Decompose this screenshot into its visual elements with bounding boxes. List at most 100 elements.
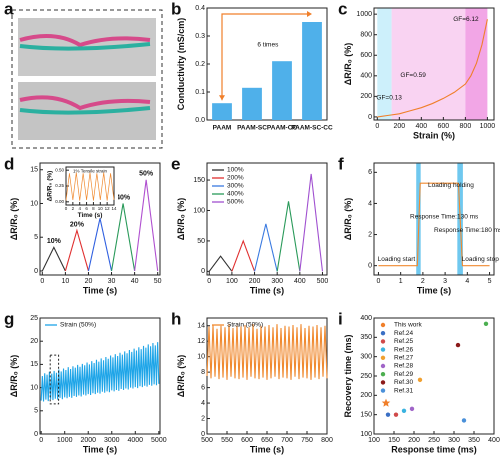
annotation: Response Time:130 ms: [410, 213, 479, 220]
panel-letter: d: [4, 154, 14, 173]
line: [378, 182, 490, 267]
y-tick-label: 150: [193, 177, 205, 184]
y-axis-label: ΔR/R₀ (%): [47, 171, 54, 202]
x-tick-label: PAAM-SC-CC: [291, 125, 333, 132]
x-tick-label: 150: [388, 437, 400, 444]
x-tick-label: 1: [399, 278, 403, 285]
x-tick-label: 700: [281, 437, 293, 444]
photo-frame: [11, 9, 163, 149]
x-tick-label: 600: [438, 123, 450, 130]
bar: [272, 61, 292, 120]
y-tick-label: 15: [30, 167, 38, 174]
y-tick-label: 100: [193, 207, 205, 214]
y-tick-label: 1000: [356, 11, 372, 18]
panel-letter: e: [171, 154, 180, 173]
y-tick-label: 350: [360, 334, 372, 341]
line: [40, 342, 160, 402]
legend-marker: [380, 331, 386, 336]
y-tick-label: 0: [368, 263, 372, 270]
y-tick-label: 2: [368, 231, 372, 238]
x-tick-label: 30: [108, 278, 116, 285]
x-tick-label: 2: [421, 278, 425, 285]
y-tick-label: 6: [368, 169, 372, 176]
line: [134, 179, 159, 272]
x-tick-label: 250: [428, 437, 440, 444]
legend-label: Ref.27: [394, 355, 414, 362]
y-tick-label: 8: [201, 369, 205, 376]
y-tick-label: 0.0: [195, 117, 205, 124]
annotation: GF=6.12: [453, 16, 479, 23]
legend-label: Ref.28: [394, 363, 414, 370]
legend-label: 500%: [227, 199, 244, 206]
legend-marker: [380, 322, 386, 328]
panel-letter: b: [171, 0, 181, 18]
y-tick-label: 150: [360, 412, 372, 419]
region: [377, 8, 392, 120]
x-axis-label: Time (s): [250, 444, 284, 454]
strand: [19, 95, 151, 111]
y-tick-label: 14: [197, 323, 205, 330]
legend-label: Strain (50%): [60, 322, 96, 329]
plot-frame: [373, 162, 495, 276]
legend-marker: [380, 388, 386, 393]
arrow-head: [219, 11, 312, 101]
panel-letter: a: [4, 0, 14, 18]
point: [385, 412, 391, 417]
inset-title: 1% Tensile strain: [73, 169, 107, 174]
panel-letter: c: [338, 0, 347, 18]
point: [393, 412, 399, 417]
x-tick-label: 100: [226, 278, 238, 285]
y-tick-label: 4: [201, 400, 205, 407]
y-tick-label: 15: [30, 361, 38, 368]
x-tick-label: 500: [201, 437, 213, 444]
region: [391, 8, 466, 120]
peak-label: 10%: [47, 238, 62, 245]
y-tick-label: 0: [34, 431, 38, 438]
legend-label: Ref.25: [394, 338, 414, 345]
y-tick-label: 300: [360, 354, 372, 361]
annotation: Loading start: [378, 256, 416, 263]
legend-label: Ref.30: [394, 379, 414, 386]
plot-frame: [39, 317, 161, 435]
plot-frame: [39, 162, 161, 276]
x-axis-label: Time (s): [78, 212, 103, 219]
x-tick-label: 0: [375, 123, 379, 130]
y-tick-label: 200: [360, 392, 372, 399]
y-axis-label: ΔR/R₀ (%): [176, 355, 186, 398]
point: [483, 321, 489, 326]
x-tick-label: 400: [488, 437, 500, 444]
y-tick-label: 0.00: [55, 199, 64, 204]
strand: [19, 42, 151, 51]
legend-label: 400%: [227, 191, 244, 198]
strand: [19, 106, 151, 115]
x-tick-label: 4: [78, 206, 81, 211]
highlight-box: [49, 354, 60, 405]
x-tick-label: 0: [39, 437, 43, 444]
y-tick-label: 0.3: [195, 33, 205, 40]
x-tick-label: 600: [241, 437, 253, 444]
x-tick-label: 400: [294, 278, 306, 285]
line: [208, 255, 233, 272]
x-tick-label: 100: [368, 437, 380, 444]
x-tick-label: PAAM-SC: [237, 125, 267, 132]
y-tick-label: 600: [360, 52, 372, 59]
x-tick-label: 6: [85, 206, 88, 211]
point: [455, 342, 461, 348]
x-tick-label: 550: [221, 437, 233, 444]
legend-marker: [380, 372, 386, 377]
y-axis-label: ΔR/R₀ (%): [9, 198, 19, 241]
y-tick-label: 20: [30, 338, 38, 345]
x-tick-label: 2000: [80, 437, 96, 444]
line: [206, 324, 328, 380]
y-tick-label: 5: [34, 234, 38, 241]
y-tick-label: 400: [360, 315, 372, 322]
x-tick-label: 5000: [151, 437, 167, 444]
x-tick-label: 0: [376, 278, 380, 285]
y-tick-label: 0.2: [195, 61, 205, 68]
legend-marker: [380, 347, 386, 352]
strand: [19, 34, 151, 48]
peak-label: 40%: [116, 194, 131, 201]
y-tick-label: 0.1: [195, 89, 205, 96]
point: [381, 398, 391, 407]
y-tick-label: 250: [360, 373, 372, 380]
